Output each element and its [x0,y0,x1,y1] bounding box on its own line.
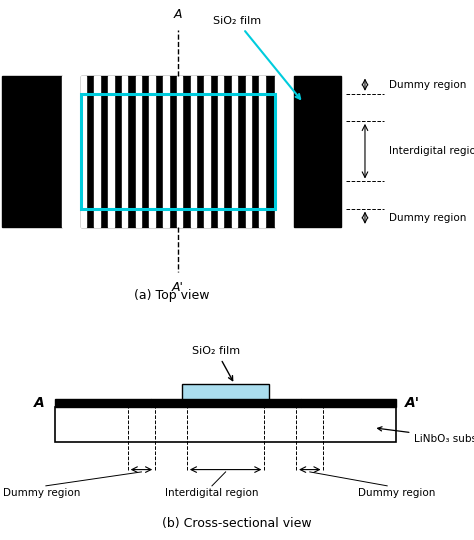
Bar [55,407,396,442]
Text: A': A' [405,396,419,410]
Text: SiO₂ film: SiO₂ film [213,16,300,99]
Text: A': A' [172,281,184,294]
Bar [182,384,269,400]
Text: Dummy region: Dummy region [357,488,435,498]
Text: Dummy region: Dummy region [389,213,466,222]
Text: SiO₂ film: SiO₂ film [192,346,241,381]
Bar [177,76,182,227]
Text: (b) Cross-sectional view: (b) Cross-sectional view [162,517,312,530]
Bar [204,76,210,227]
Bar [163,76,169,227]
Bar [122,76,127,227]
Text: A: A [34,396,45,410]
Text: Interdigital region: Interdigital region [389,146,474,156]
Bar [81,76,86,227]
Text: Interdigital region: Interdigital region [165,488,259,498]
Bar [108,76,113,227]
Bar [151,400,301,407]
Bar [191,76,196,227]
Text: Dummy region: Dummy region [3,488,80,498]
Bar [301,400,396,407]
Text: Dummy region: Dummy region [389,80,466,90]
Text: (a) Top view: (a) Top view [134,289,210,302]
Bar [232,76,237,227]
Bar [149,76,155,227]
Text: LiNbO₃ substrate: LiNbO₃ substrate [378,427,474,444]
Bar [94,76,100,227]
Bar [81,76,275,227]
Bar [62,76,67,227]
Bar [136,76,141,227]
Bar [246,76,251,227]
Bar [294,76,341,227]
Text: A: A [173,8,182,21]
Bar [218,76,223,227]
Bar [81,94,275,208]
Bar [275,76,280,227]
Bar [55,400,151,407]
Bar [259,76,264,227]
Bar [2,76,62,227]
